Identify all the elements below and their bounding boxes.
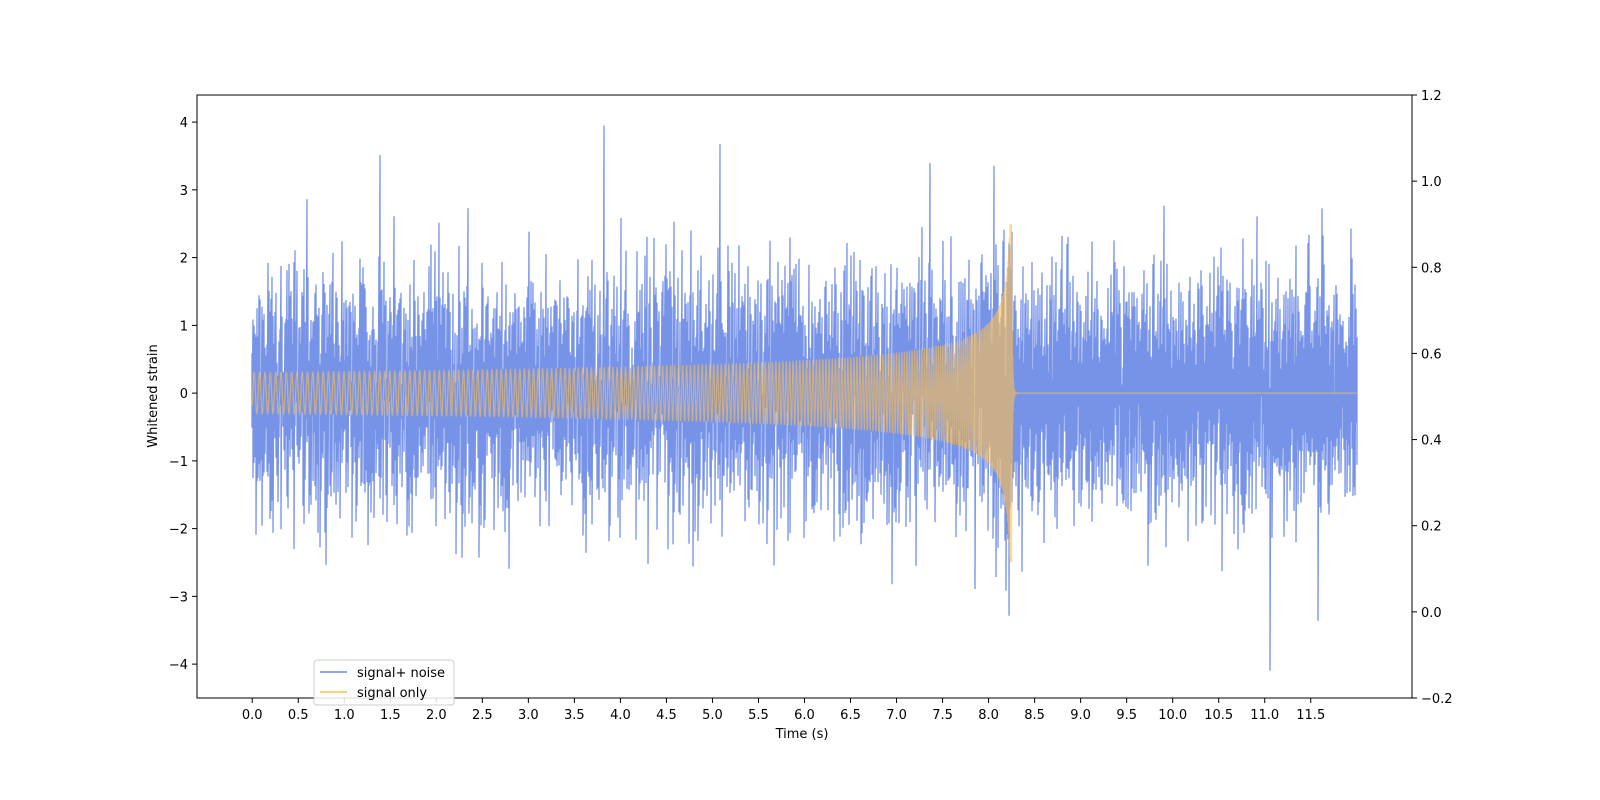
y2-tick-label: 0.0 <box>1421 606 1442 621</box>
y-tick-label: 1 <box>180 319 188 334</box>
y-axis-label: Whitened strain <box>146 344 161 447</box>
x-tick-label: 4.5 <box>656 708 677 723</box>
x-tick-label: 6.0 <box>794 708 815 723</box>
x-tick-label: 0.0 <box>242 708 263 723</box>
y2-tick-label: −0.2 <box>1421 692 1453 707</box>
y2-tick-label: 0.4 <box>1421 434 1442 449</box>
x-tick-label: 8.0 <box>978 708 999 723</box>
x-axis: 0.0 0.5 1.0 1.5 2.0 2.5 3.0 3.5 4.0 4.5 5.0 5.5 6.0 6… <box>242 698 1325 723</box>
x-tick-label: 1.0 <box>334 708 355 723</box>
y-tick-label: −4 <box>169 658 188 673</box>
legend-label-signal-only: signal only <box>357 686 427 701</box>
y2-tick-label: 0.8 <box>1421 261 1442 276</box>
y-tick-label: −2 <box>169 523 188 538</box>
x-tick-label: 7.5 <box>932 708 953 723</box>
x-tick-label: 11.0 <box>1250 708 1279 723</box>
x-tick-label: 10.0 <box>1158 708 1187 723</box>
x-tick-label: 2.5 <box>472 708 493 723</box>
x-tick-label: 4.0 <box>610 708 631 723</box>
legend: signal+ noise signal only <box>313 659 455 706</box>
y-axis-left: −4 −3 −2 −1 0 1 2 3 4 <box>169 116 197 673</box>
x-tick-label: 5.0 <box>702 708 723 723</box>
y2-tick-label: 1.2 <box>1421 89 1442 104</box>
x-tick-label: 9.0 <box>1070 708 1091 723</box>
x-tick-label: 8.5 <box>1024 708 1045 723</box>
series-layer <box>251 125 1358 671</box>
y-tick-label: −3 <box>169 590 188 605</box>
x-tick-label: 11.5 <box>1296 708 1325 723</box>
x-tick-label: 7.0 <box>886 708 907 723</box>
x-tick-label: 2.0 <box>426 708 447 723</box>
x-tick-label: 10.5 <box>1204 708 1233 723</box>
y2-tick-label: 0.2 <box>1421 520 1442 535</box>
x-tick-label: 3.0 <box>518 708 539 723</box>
x-tick-label: 1.5 <box>380 708 401 723</box>
y-tick-label: 4 <box>180 116 188 131</box>
series-line-signal-only <box>251 223 1357 563</box>
y-tick-label: −1 <box>169 455 188 470</box>
x-tick-label: 3.5 <box>564 708 585 723</box>
x-tick-label: 5.5 <box>748 708 769 723</box>
y2-tick-label: 0.6 <box>1421 347 1442 362</box>
legend-box <box>313 659 455 706</box>
x-axis-label: Time (s) <box>775 727 829 742</box>
x-tick-label: 9.5 <box>1116 708 1137 723</box>
legend-label-signal-noise: signal+ noise <box>357 666 445 681</box>
y2-tick-label: 1.0 <box>1421 175 1442 190</box>
x-tick-label: 6.5 <box>840 708 861 723</box>
y-tick-label: 2 <box>180 252 188 267</box>
y-axis-right: −0.2 0.0 0.2 0.4 0.6 0.8 1.0 1.2 <box>1412 89 1453 707</box>
y-tick-label: 0 <box>180 387 188 402</box>
y-tick-label: 3 <box>180 184 188 199</box>
x-tick-label: 0.5 <box>288 708 309 723</box>
